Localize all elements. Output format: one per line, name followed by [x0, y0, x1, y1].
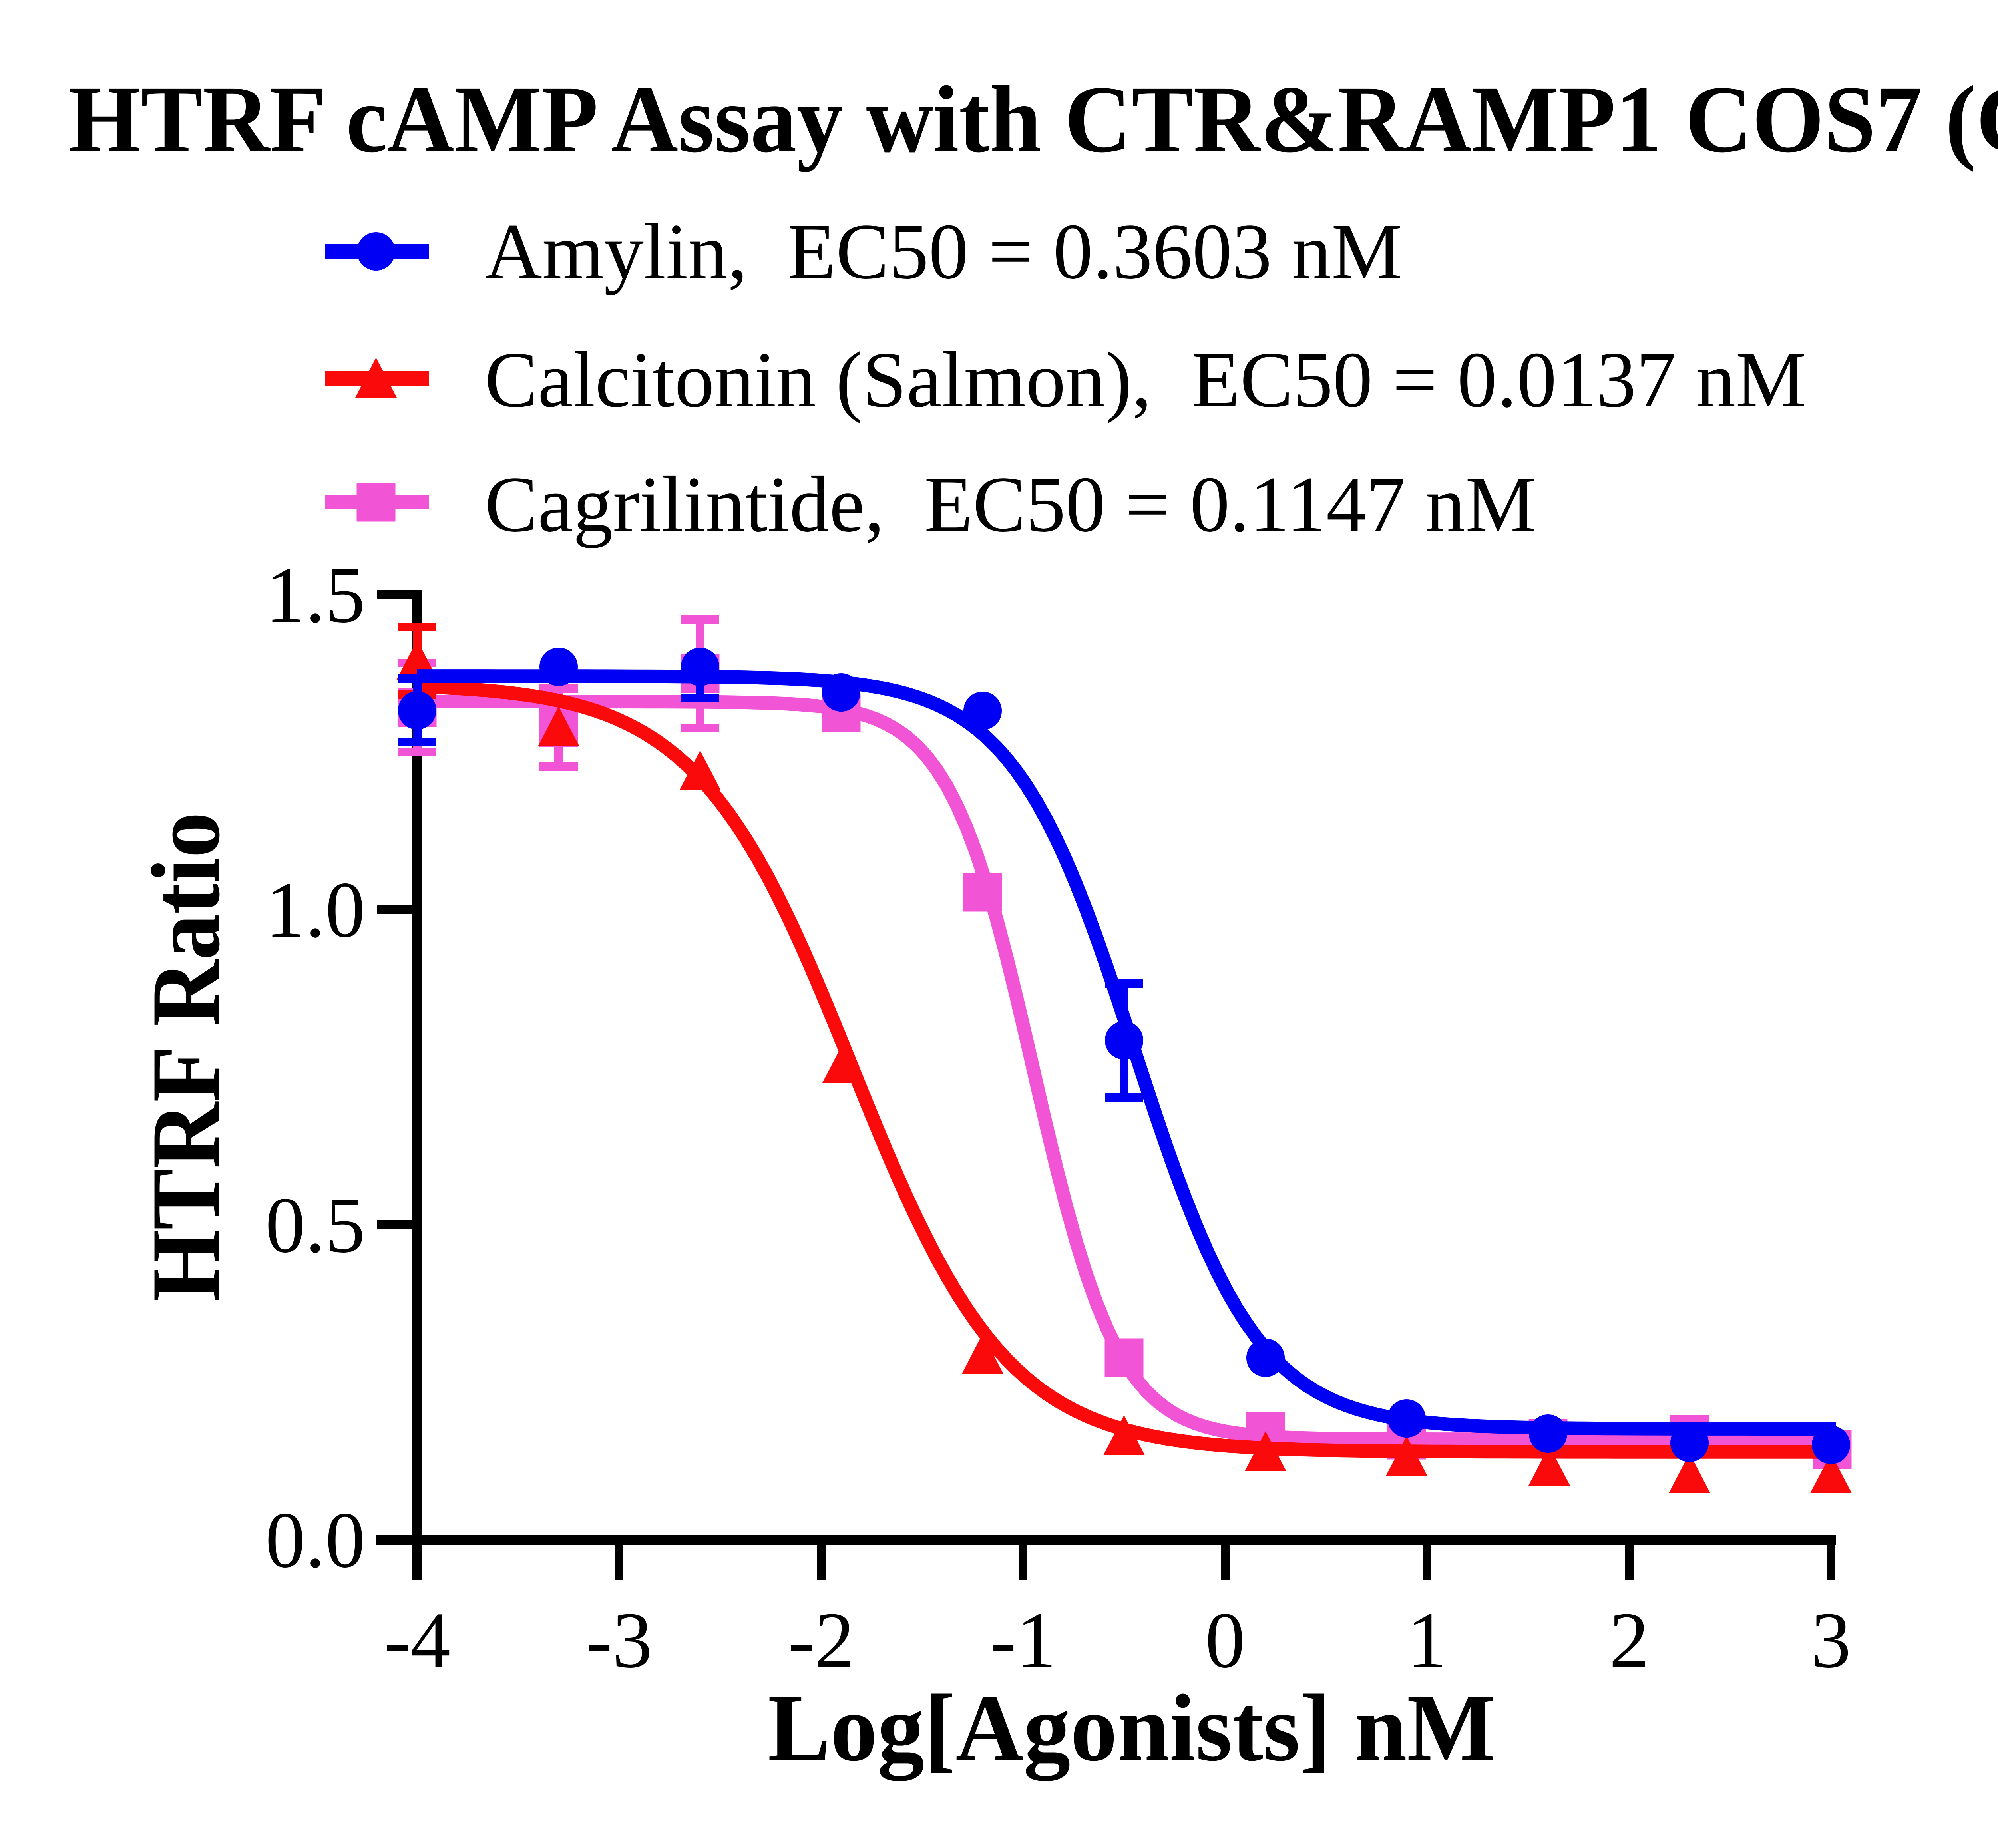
svg-text:HTRF cAMP Assay with CTR&RAMP1: HTRF cAMP Assay with CTR&RAMP1 COS7 (C34… — [69, 66, 1998, 172]
svg-text:0.5: 0.5 — [265, 1181, 365, 1269]
svg-text:-3: -3 — [586, 1596, 653, 1685]
svg-text:HTRF Ratio: HTRF Ratio — [131, 812, 240, 1301]
svg-text:3: 3 — [1811, 1596, 1851, 1685]
svg-text:-1: -1 — [990, 1596, 1057, 1685]
svg-text:1.5: 1.5 — [265, 551, 365, 639]
svg-text:Amylin, EC50 = 0.3603 nM: Amylin, EC50 = 0.3603 nM — [485, 208, 1402, 296]
svg-text:0: 0 — [1205, 1596, 1245, 1685]
svg-text:-2: -2 — [788, 1596, 855, 1685]
svg-text:-4: -4 — [384, 1596, 451, 1685]
svg-text:1: 1 — [1407, 1596, 1447, 1685]
svg-text:Log[Agonists] nM: Log[Agonists] nM — [768, 1675, 1496, 1781]
svg-text:Cagrilintide, EC50 = 0.1147 n: Cagrilintide, EC50 = 0.1147 nM — [485, 461, 1536, 549]
svg-text:1.0: 1.0 — [265, 866, 365, 954]
svg-text:0.0: 0.0 — [265, 1496, 365, 1584]
svg-text:Calcitonin (Salmon), EC50 = 0: Calcitonin (Salmon), EC50 = 0.0137 nM — [485, 336, 1806, 424]
svg-text:2: 2 — [1609, 1596, 1649, 1685]
